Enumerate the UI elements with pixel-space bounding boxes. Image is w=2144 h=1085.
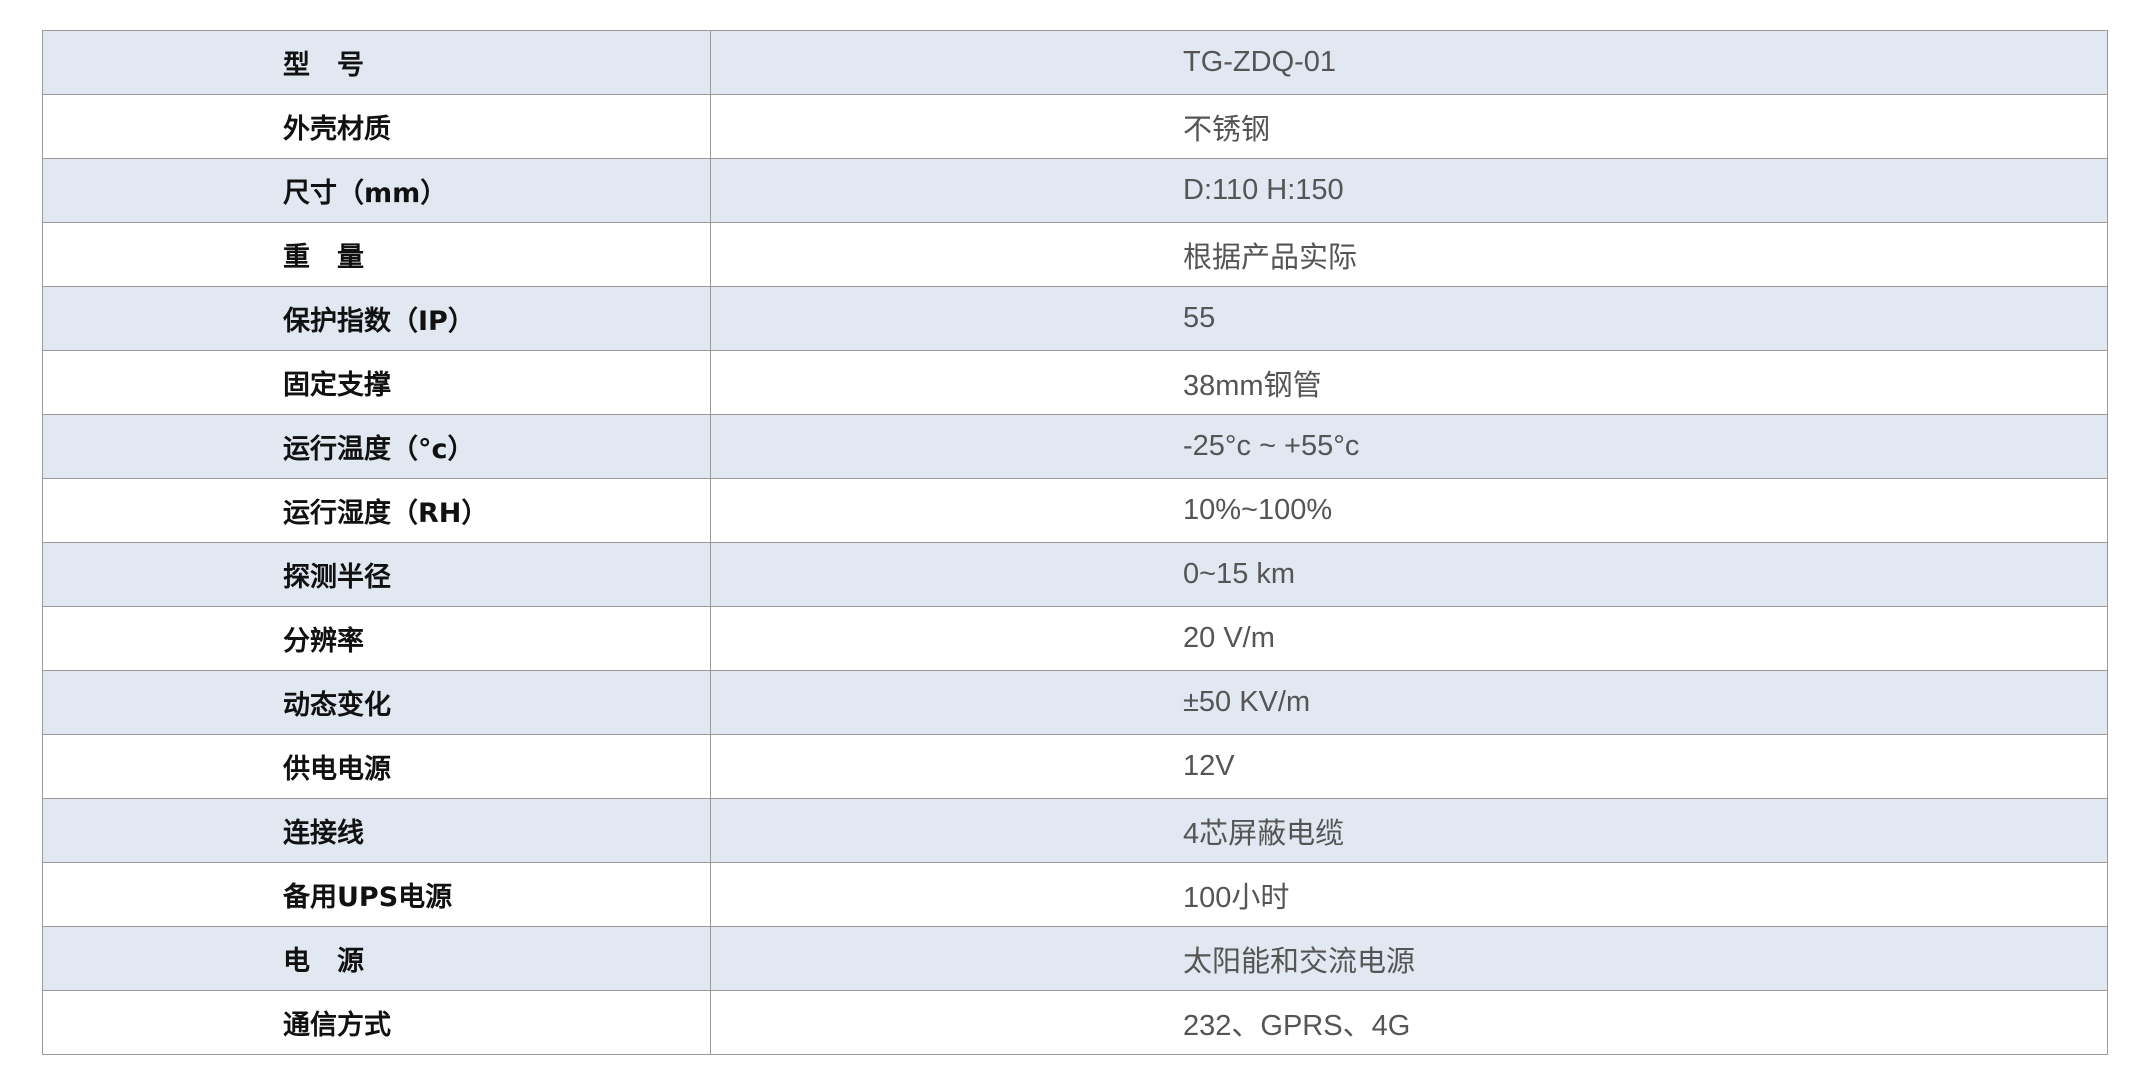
- spec-value: -25°c ~ +55°c: [710, 414, 2108, 479]
- spec-label: 备用UPS电源: [42, 862, 711, 927]
- spec-label: 运行温度（°c）: [42, 414, 711, 479]
- spec-value: 太阳能和交流电源: [710, 926, 2108, 991]
- spec-value: 232、GPRS、4G: [710, 990, 2108, 1055]
- spec-label: 动态变化: [42, 670, 711, 735]
- table-row: 分辨率 20 V/m: [42, 606, 2108, 671]
- spec-value: 4芯屏蔽电缆: [710, 798, 2108, 863]
- spec-label: 供电电源: [42, 734, 711, 799]
- spec-table: 型 号 TG-ZDQ-01 外壳材质 不锈钢 尺寸（mm） D:110 H:150 重 量根…: [42, 30, 2108, 1055]
- table-row: 供电电源 12V: [42, 734, 2108, 799]
- table-row: 重 量根据产品实际: [42, 222, 2108, 287]
- spec-value: 12V: [710, 734, 2108, 799]
- spec-value: 100小时: [710, 862, 2108, 927]
- table-row: 固定支撑 38mm钢管: [42, 350, 2108, 415]
- table-row: 运行湿度（RH） 10%~100%: [42, 478, 2108, 543]
- spec-value: ±50 KV/m: [710, 670, 2108, 735]
- spec-value: TG-ZDQ-01: [710, 30, 2108, 95]
- table-row: 备用UPS电源 100小时: [42, 862, 2108, 927]
- table-row: 尺寸（mm） D:110 H:150: [42, 158, 2108, 223]
- table-row: 外壳材质 不锈钢: [42, 94, 2108, 159]
- spec-value: 不锈钢: [710, 94, 2108, 159]
- table-row: 通信方式 232、GPRS、4G: [42, 990, 2108, 1055]
- spec-label: 重 量: [42, 222, 711, 287]
- table-row: 保护指数（IP） 55: [42, 286, 2108, 351]
- spec-label: 连接线: [42, 798, 711, 863]
- spec-value: 20 V/m: [710, 606, 2108, 671]
- spec-label: 分辨率: [42, 606, 711, 671]
- spec-label: 固定支撑: [42, 350, 711, 415]
- spec-label: 电 源: [42, 926, 711, 991]
- spec-value: 0~15 km: [710, 542, 2108, 607]
- spec-label: 运行湿度（RH）: [42, 478, 711, 543]
- spec-value: 根据产品实际: [710, 222, 2108, 287]
- table-row: 连接线 4芯屏蔽电缆: [42, 798, 2108, 863]
- spec-label: 外壳材质: [42, 94, 711, 159]
- table-row: 动态变化 ±50 KV/m: [42, 670, 2108, 735]
- spec-label: 通信方式: [42, 990, 711, 1055]
- spec-label: 尺寸（mm）: [42, 158, 711, 223]
- spec-label: 探测半径: [42, 542, 711, 607]
- spec-label: 保护指数（IP）: [42, 286, 711, 351]
- table-row: 运行温度（°c） -25°c ~ +55°c: [42, 414, 2108, 479]
- spec-value: 55: [710, 286, 2108, 351]
- table-row: 型 号 TG-ZDQ-01: [42, 30, 2108, 95]
- table-row: 电 源太阳能和交流电源: [42, 926, 2108, 991]
- spec-value: 10%~100%: [710, 478, 2108, 543]
- spec-value: D:110 H:150: [710, 158, 2108, 223]
- spec-label: 型 号: [42, 30, 711, 95]
- spec-value: 38mm钢管: [710, 350, 2108, 415]
- table-row: 探测半径 0~15 km: [42, 542, 2108, 607]
